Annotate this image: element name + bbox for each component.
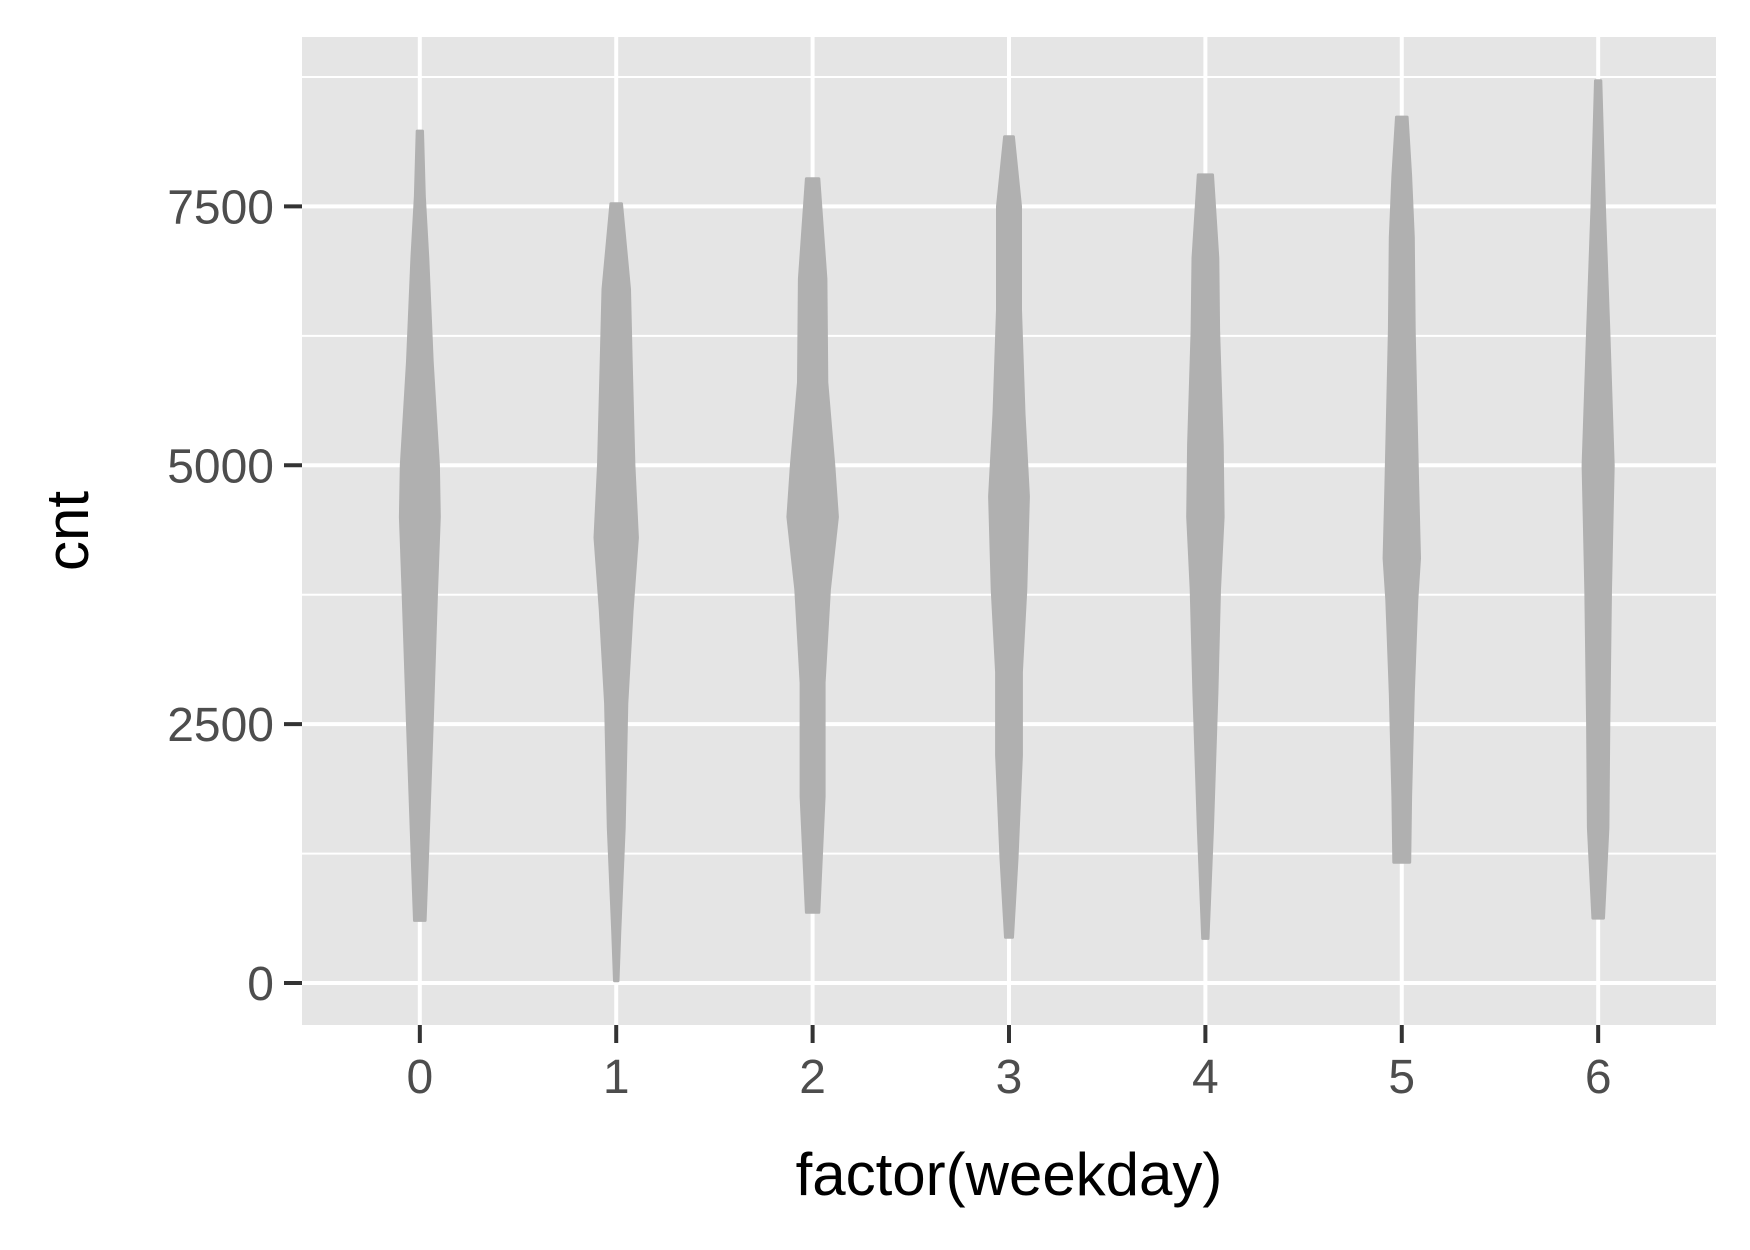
x-tick-label: 3	[996, 1051, 1023, 1104]
violins	[398, 79, 1615, 983]
violin-6	[1581, 79, 1615, 920]
x-tick-label: 4	[1192, 1051, 1219, 1104]
violin-0	[398, 129, 441, 922]
y-tick-label: 0	[247, 958, 274, 1011]
violin-4	[1186, 173, 1225, 940]
y-tick-label: 5000	[167, 440, 274, 493]
x-axis-title: factor(weekday)	[796, 1141, 1223, 1208]
violin-5	[1382, 115, 1421, 864]
x-tick-label: 1	[603, 1051, 630, 1104]
y-axis: 0 2500 5000 7500	[167, 181, 302, 1011]
x-tick-label: 0	[406, 1051, 433, 1104]
y-tick-label: 7500	[167, 181, 274, 234]
y-axis-title: cnt	[34, 491, 101, 571]
x-axis: 0 1 2 3 4 5 6	[406, 1025, 1612, 1104]
x-tick-label: 6	[1585, 1051, 1612, 1104]
y-tick-label: 2500	[167, 699, 274, 752]
violin-1	[593, 202, 639, 983]
x-tick-label: 2	[799, 1051, 826, 1104]
x-tick-label: 5	[1388, 1051, 1415, 1104]
violin-2	[786, 177, 839, 914]
violin-3	[988, 135, 1030, 939]
